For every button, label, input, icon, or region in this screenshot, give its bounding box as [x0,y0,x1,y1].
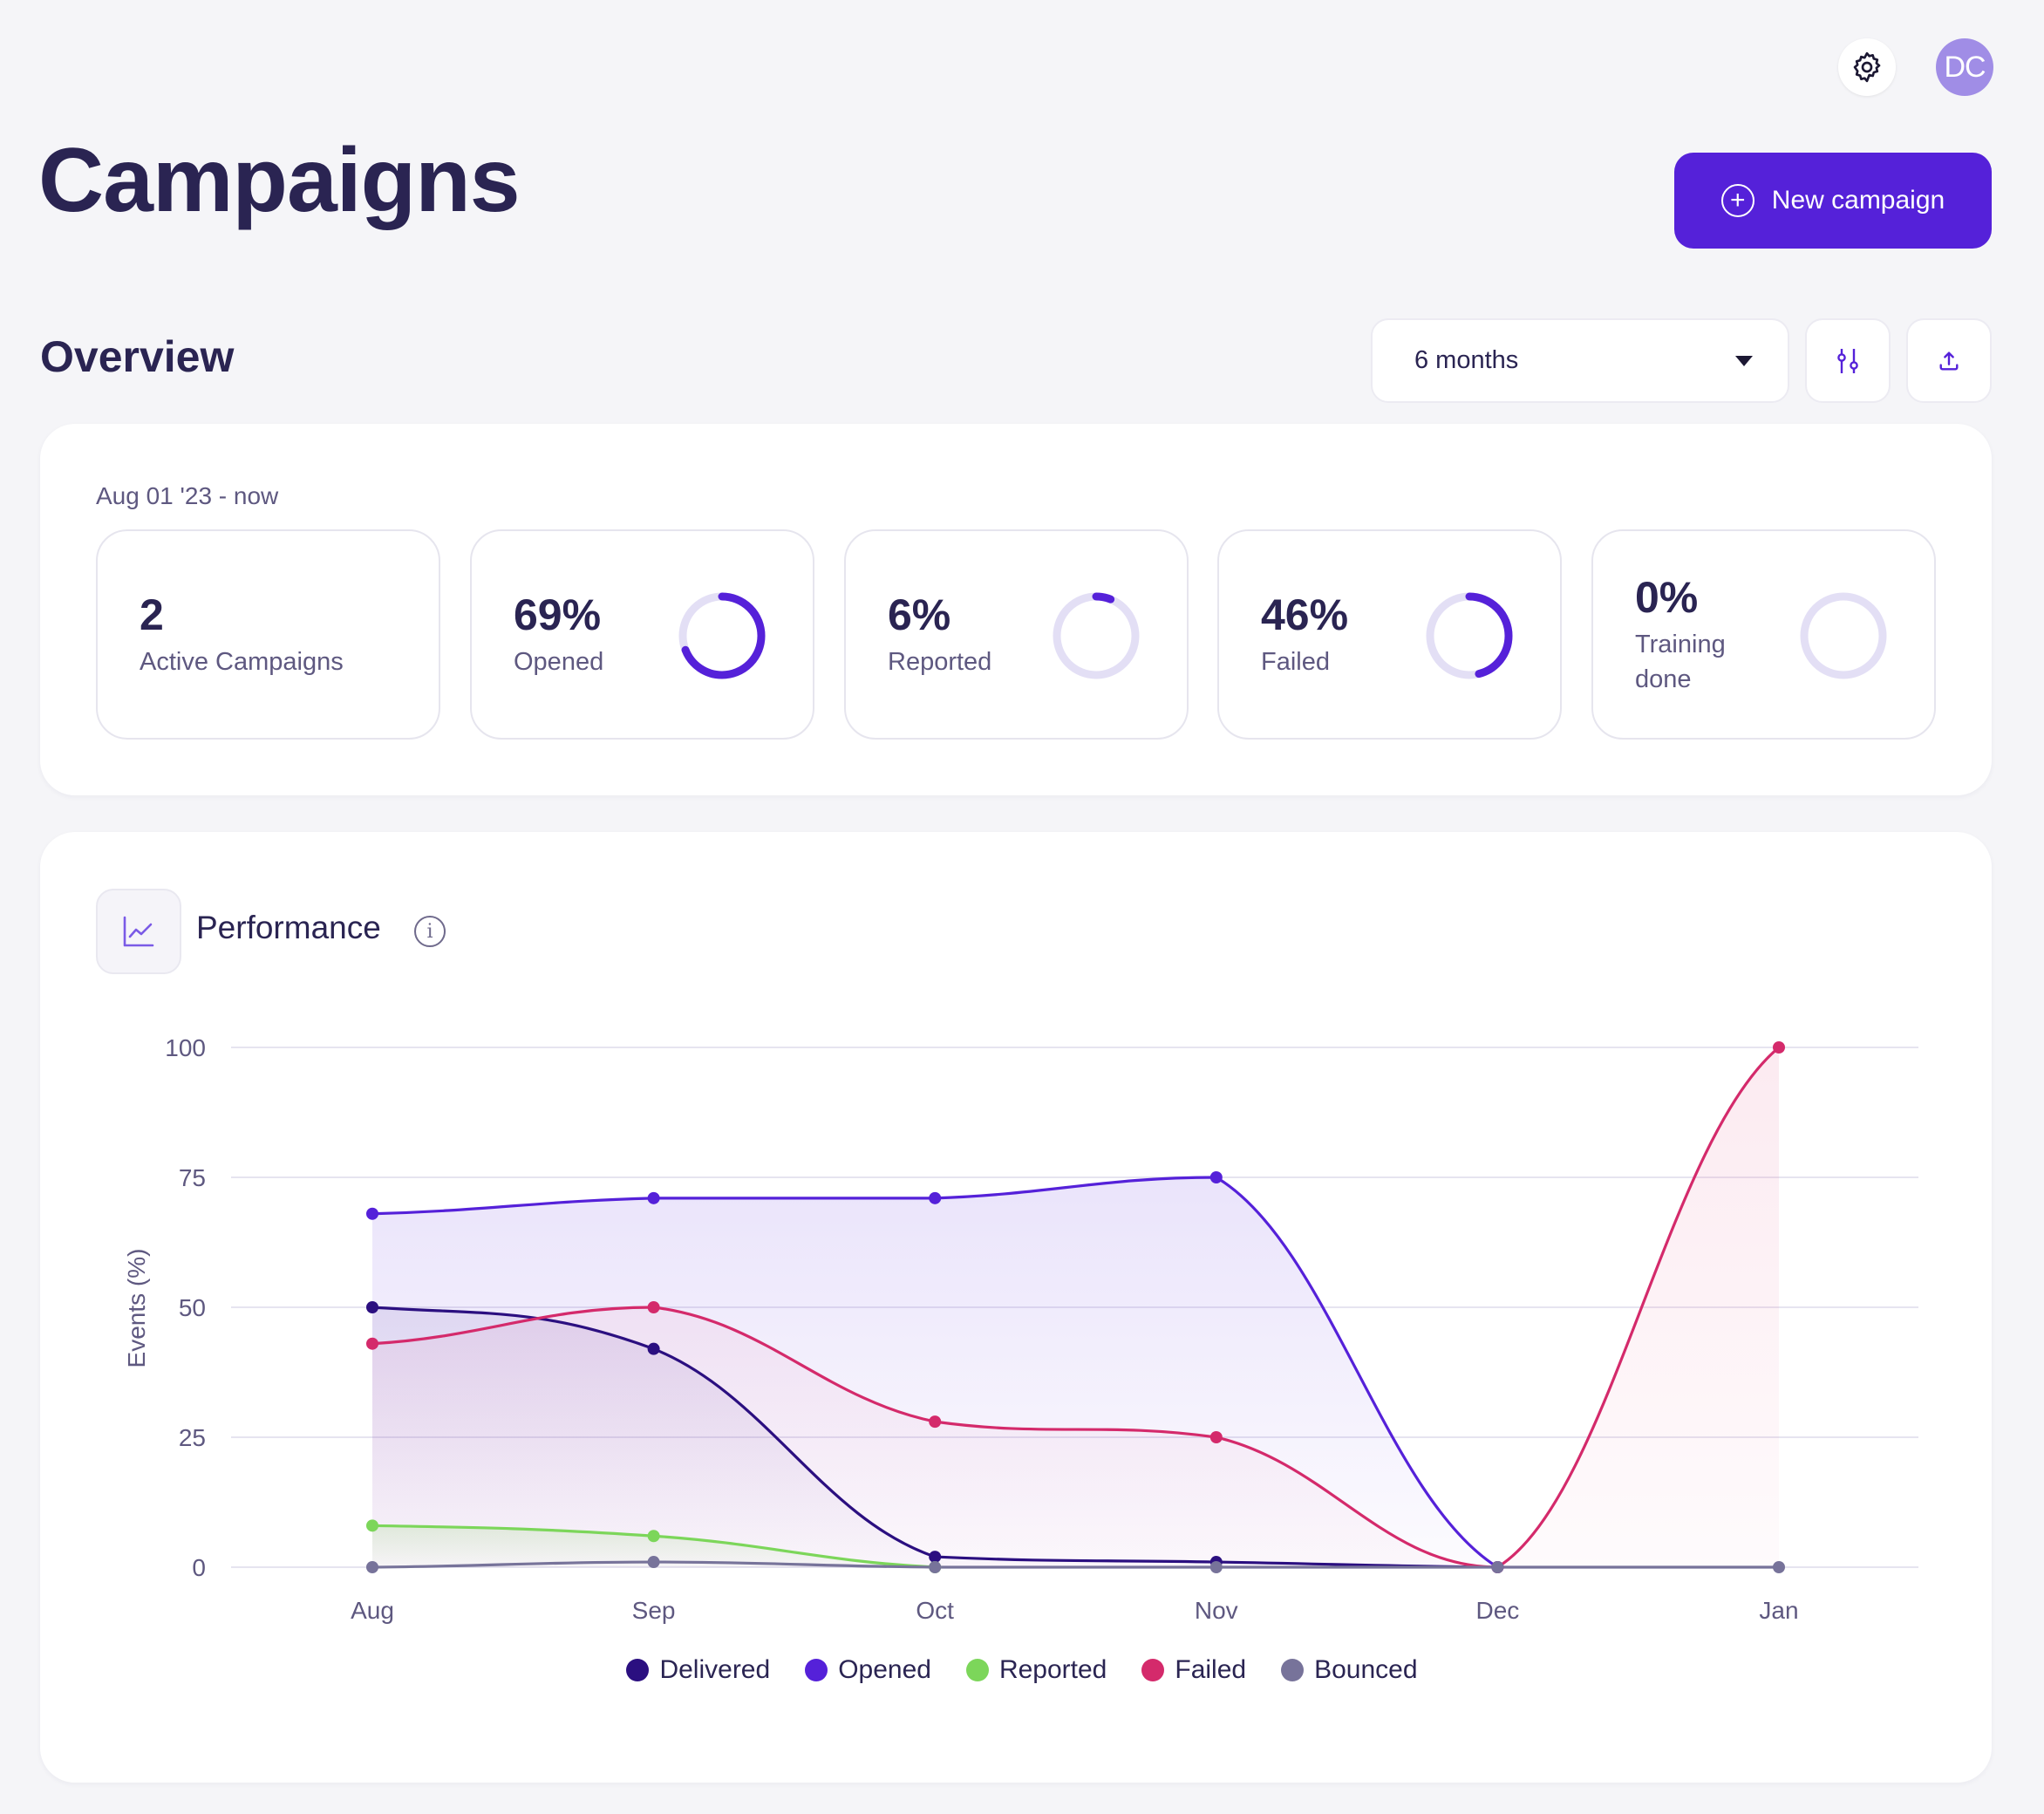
chart-legend: Delivered Opened Reported Failed Bounced [0,1655,2044,1685]
ring-track [1800,592,1887,679]
ring-progress [1426,592,1513,679]
stat-value: 6% [888,590,951,639]
y-tick-label: 25 [179,1424,206,1451]
stat-label: Failed [1261,648,1330,676]
avatar-initials: DC [1944,50,1986,84]
stat-card-reported: 6% Reported [844,529,1189,740]
legend-label: Delivered [659,1655,771,1684]
data-point-failed[interactable] [647,1301,660,1313]
chart-icon-box [96,889,181,974]
legend-swatch [1281,1659,1305,1681]
ring-progress [1053,592,1140,679]
date-range-label: Aug 01 '23 - now [96,482,279,509]
y-tick-label: 75 [179,1164,206,1191]
stat-value: 46% [1261,590,1349,639]
legend-item-opened[interactable]: Opened [805,1655,931,1685]
data-point-opened[interactable] [1209,1171,1223,1183]
series-line-failed [371,1046,1781,1569]
legend-item-reported[interactable]: Reported [965,1655,1107,1685]
stat-value: 2 [140,590,164,639]
data-point-opened[interactable] [929,1191,942,1204]
series-line-bounced [371,1560,1779,1569]
time-range-select[interactable]: 6 months [1371,318,1789,403]
stat-card-failed: 46% Failed [1217,529,1562,740]
series-line-opened [371,1176,1499,1569]
x-tick-label: Oct [916,1597,954,1624]
stat-label: Opened [514,648,604,676]
stat-card-active-campaigns: 2 Active Campaigns [96,529,440,740]
plus-circle-icon: + [1720,184,1754,217]
progress-ring [1053,592,1140,679]
data-point-failed[interactable] [1773,1041,1785,1054]
stat-value: 0% [1635,573,1699,622]
legend-label: Opened [838,1655,931,1684]
y-tick-label: 50 [179,1294,206,1321]
data-point-delivered[interactable] [929,1551,942,1564]
data-point-bounced[interactable] [647,1556,660,1569]
data-point-bounced[interactable] [1209,1561,1223,1573]
ring-progress [678,592,766,679]
line-chart-icon [123,916,154,947]
legend-swatch [965,1659,989,1681]
upload-icon [1939,351,1959,370]
data-point-failed[interactable] [929,1415,942,1429]
legend-item-failed[interactable]: Failed [1141,1655,1246,1685]
legend-swatch [1141,1659,1165,1681]
progress-ring [1426,592,1513,679]
legend-label: Reported [998,1655,1107,1684]
x-tick-label: Aug [351,1597,394,1624]
x-tick-label: Jan [1759,1597,1798,1624]
data-point-failed[interactable] [1209,1431,1223,1443]
caret-down-icon [1735,355,1753,366]
data-point-delivered[interactable] [366,1301,378,1313]
x-tick-label: Nov [1195,1597,1238,1624]
x-tick-label: Sep [632,1597,676,1624]
legend-label: Failed [1175,1655,1247,1684]
data-point-reported[interactable] [366,1519,378,1532]
overview-heading: Overview [40,332,235,381]
stat-value: 69% [514,590,602,639]
stat-label: Reported [888,648,992,676]
filter-button[interactable] [1805,318,1891,403]
progress-ring [678,592,766,679]
user-avatar[interactable]: DC [1936,38,1993,96]
new-campaign-label: New campaign [1771,186,1945,215]
data-point-bounced[interactable] [1773,1561,1785,1573]
y-tick-label: 0 [192,1554,206,1581]
data-point-bounced[interactable] [929,1561,942,1573]
settings-button[interactable] [1838,38,1896,96]
legend-swatch [626,1659,650,1681]
legend-swatch [805,1659,828,1681]
performance-title: Performance [196,910,381,945]
page-title: Campaigns [38,130,521,231]
legend-item-delivered[interactable]: Delivered [626,1655,770,1685]
stat-card-opened: 69% Opened [470,529,814,740]
info-icon[interactable]: i [414,916,446,947]
sliders-icon [1837,348,1858,373]
stat-label: Active Campaigns [140,648,344,676]
export-button[interactable] [1906,318,1992,403]
series-line-delivered [371,1306,1498,1569]
legend-item-bounced[interactable]: Bounced [1281,1655,1418,1685]
data-point-bounced[interactable] [1491,1561,1504,1573]
data-point-opened[interactable] [647,1191,660,1204]
data-point-delivered[interactable] [647,1342,660,1355]
series-area-failed [372,1047,1779,1567]
time-range-value: 6 months [1414,346,1519,374]
data-point-bounced[interactable] [366,1561,378,1573]
progress-ring [1800,592,1887,679]
data-point-opened[interactable] [366,1207,378,1220]
new-campaign-button[interactable]: + New campaign [1674,153,1992,249]
stat-label: Training done [1635,631,1726,693]
legend-label: Bounced [1314,1655,1418,1684]
data-point-failed[interactable] [366,1337,378,1350]
x-tick-label: Dec [1476,1597,1520,1624]
stat-card-training-done: 0% Training done [1591,529,1936,740]
y-tick-label: 100 [165,1034,206,1061]
gear-icon [1853,51,1881,83]
y-axis-label: Events (%) [123,1249,150,1368]
data-point-reported[interactable] [647,1530,660,1543]
